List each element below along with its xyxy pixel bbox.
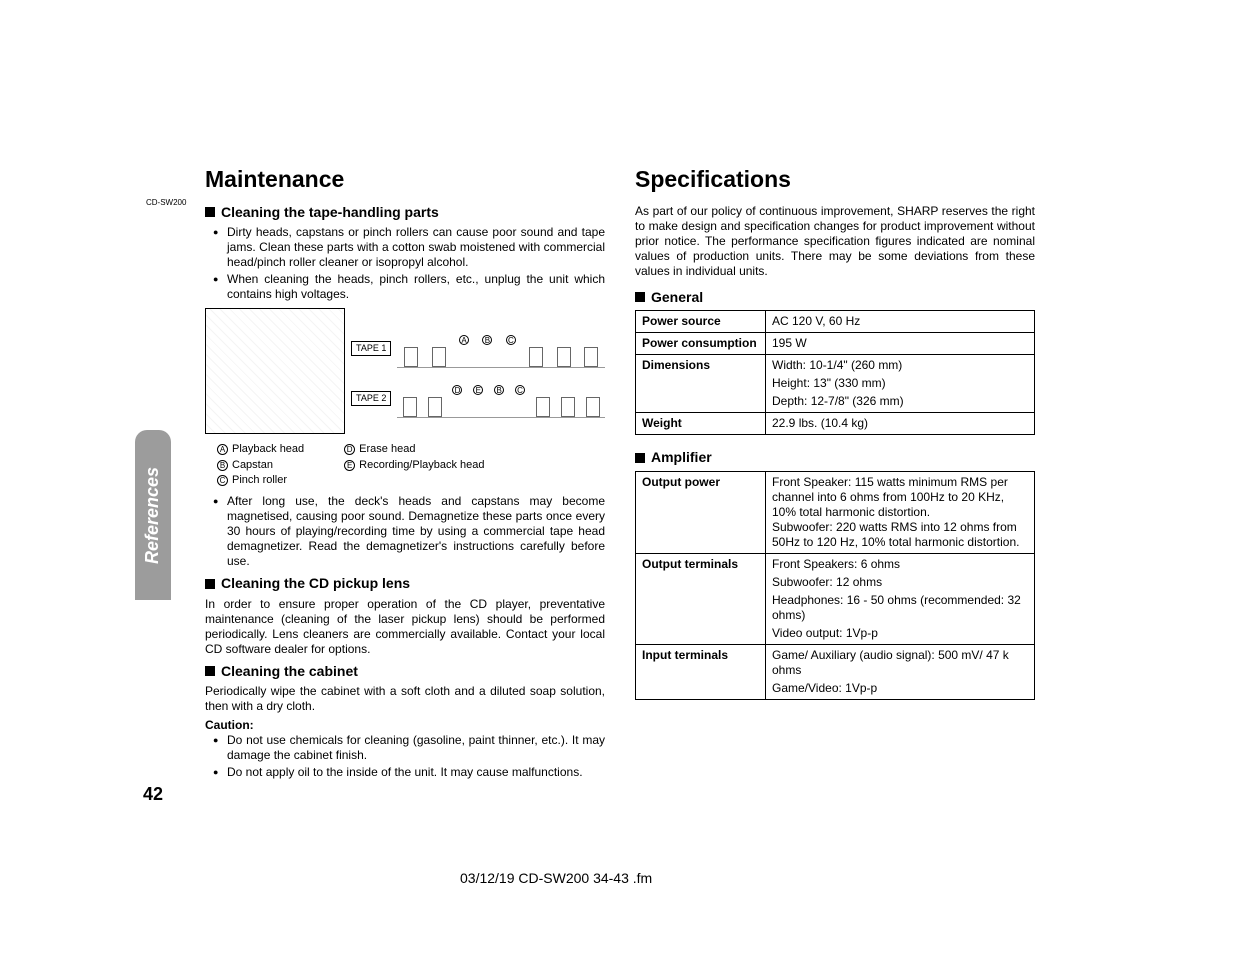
- maintenance-title: Maintenance: [205, 165, 605, 194]
- unit-illustration: [205, 308, 345, 434]
- tape-bullet-2: When cleaning the heads, pinch rollers, …: [217, 272, 605, 302]
- specs-title: Specifications: [635, 165, 1035, 194]
- footer: 03/12/19 CD-SW200 34-43 .fm: [460, 870, 652, 886]
- sec-tape-heading: Cleaning the tape-handling parts: [205, 204, 605, 222]
- right-column: Specifications As part of our policy of …: [635, 165, 1035, 805]
- legend: APlayback head BCapstan CPinch roller DE…: [217, 442, 605, 488]
- amplifier-table: Output powerFront Speaker: 115 watts min…: [635, 471, 1035, 700]
- specs-intro: As part of our policy of continuous impr…: [635, 204, 1035, 279]
- caution-1: Do not use chemicals for cleaning (gasol…: [217, 733, 605, 763]
- demag-bullet: After long use, the deck's heads and cap…: [217, 494, 605, 569]
- general-table: Power sourceAC 120 V, 60 Hz Power consum…: [635, 310, 1035, 435]
- caution-label: Caution:: [205, 718, 605, 733]
- page-content: Maintenance Cleaning the tape-handling p…: [135, 165, 1095, 805]
- sec-cd-heading: Cleaning the CD pickup lens: [205, 575, 605, 593]
- caution-2: Do not apply oil to the inside of the un…: [217, 765, 605, 780]
- tape-diagram: TAPE 1 ABC TAPE 2 DEBC: [205, 308, 605, 438]
- tape2-label: TAPE 2: [351, 391, 391, 406]
- left-column: Maintenance Cleaning the tape-handling p…: [205, 165, 605, 805]
- sec-cabinet-heading: Cleaning the cabinet: [205, 663, 605, 681]
- tape2-row: TAPE 2 DEBC: [351, 378, 605, 418]
- tape-bullet-1: Dirty heads, capstans or pinch rollers c…: [217, 225, 605, 270]
- tape1-row: TAPE 1 ABC: [351, 328, 605, 368]
- cabinet-body: Periodically wipe the cabinet with a sof…: [205, 684, 605, 714]
- cd-body: In order to ensure proper operation of t…: [205, 597, 605, 657]
- amplifier-heading: Amplifier: [635, 449, 1035, 467]
- tape1-label: TAPE 1: [351, 341, 391, 356]
- general-heading: General: [635, 289, 1035, 307]
